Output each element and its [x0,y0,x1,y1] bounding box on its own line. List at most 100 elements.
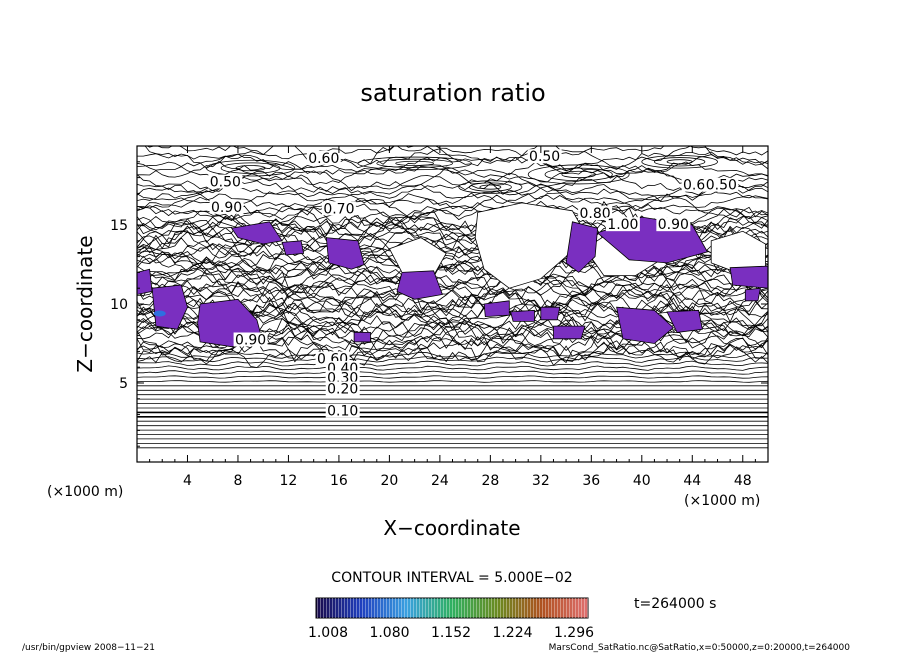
x-tick-label: 32 [532,473,550,489]
clear-region [388,237,447,277]
supersaturation-fill [353,332,371,343]
x-tick-label: 16 [330,473,348,489]
colorbar-tick-label: 1.152 [431,625,471,641]
contour-line [137,370,768,375]
contour-label-bg [605,217,640,232]
supersaturation-fill [325,237,365,270]
contour-loop [666,159,693,165]
contour-line [137,360,768,367]
contour-line [137,263,768,297]
x-unit-right: (×1000 m) [684,493,760,509]
contour-label: 0.50 [529,149,560,165]
supersaturation-fill [483,300,510,318]
clear-region [474,202,586,289]
contour-line [137,262,768,288]
contour-label-bg [656,217,691,232]
supersaturation-fill [281,240,305,256]
colorbar-tick-label: 1.008 [308,625,348,641]
contour-loop [641,155,718,169]
supersaturation-peak [153,310,166,317]
supersaturation-fill [151,284,188,330]
x-tick-label: 40 [633,473,651,489]
contour-line [137,342,768,368]
supersaturation-fill [729,265,768,289]
x-tick-label: 36 [582,473,600,489]
contour-interval-text: CONTOUR INTERVAL = 5.000E−02 [331,570,572,586]
supersaturation-fill [616,306,675,344]
y-tick-label: 10 [110,297,128,313]
contour-line [146,146,768,160]
x-tick-label: 4 [183,473,192,489]
x-tick-label: 48 [734,473,752,489]
contour-label: 0.50 [210,175,241,191]
colorbar-tick-label: 1.224 [492,625,532,641]
supersaturation-fill [666,309,703,333]
contour-loop [206,159,296,177]
contour-line [137,380,768,383]
colorbar-stripes [316,598,588,618]
contour-line [137,254,768,279]
chart-title: saturation ratio [360,79,545,107]
contour-loop [376,158,453,168]
y-tick-label: 15 [110,218,128,234]
contour-line [137,375,768,379]
supersaturation-fill [540,306,561,321]
contour-label-bg [325,403,360,418]
contour-label-bg [325,370,360,385]
contour-label: 0.20 [327,381,358,397]
contour-label-bg [233,332,268,347]
contour-loop [654,157,706,167]
colorbar-tick-labels: 1.008 1.080 1.152 1.224 1.296 [308,625,594,641]
contour-line [137,265,768,290]
contour-label: 0.60 [308,151,339,167]
contour-loop [468,182,512,192]
contour-label: 0.10 [327,404,358,420]
contour-label: 0.80 [580,206,611,222]
y-tick-label: 5 [119,376,128,392]
contour-lines [137,146,768,449]
contour-label: 0.90 [235,333,266,349]
x-tick-label: 28 [481,473,499,489]
contour-loop [458,180,523,194]
contour-label: 1.00 [607,217,638,233]
contour-line [137,274,768,298]
y-axis-ticks: 5 10 15 [110,161,768,447]
supersaturation-fill [137,268,153,295]
supersaturation-fill [744,287,761,302]
contour-loop [395,160,434,166]
contour-line [137,257,768,285]
x-axis-ticks: 4 8 12 16 20 24 28 32 36 40 44 48 [149,146,756,489]
colorbar-tick-label: 1.080 [369,625,409,641]
plot-area: 0.60 0.500.50 0.600.500.90 0.70 0.801.00 0.90… [136,145,769,463]
x-unit-left: (×1000 m) [47,484,123,500]
contour-label: 0.90 [211,200,242,216]
x-tick-label: 12 [280,473,298,489]
contour-label-bg [578,206,613,221]
colorbar-tick-label: 1.296 [554,625,594,641]
contour-line [137,351,768,359]
supersaturation-fill [553,325,586,340]
contour-line [137,280,768,304]
contour-line [137,149,768,171]
y-axis-label: Z−coordinate [73,235,97,372]
contour-line [137,365,768,371]
contour-line [137,355,768,363]
contour-loop [561,170,596,178]
contour-loop [544,167,613,182]
contour-line [137,289,768,318]
contour-line [137,330,768,365]
contour-line [137,280,768,314]
footer-source: MarsCond_SatRatio.nc@SatRatio,x=0:50000,… [549,643,851,653]
supersaturation-fill [565,221,599,273]
supersaturation-fill [396,270,443,300]
contour-label-bg [704,177,739,192]
contour-loop [235,165,266,172]
contour-label: 0.50 [706,178,737,194]
contour-labels: 0.60 0.500.50 0.600.500.90 0.70 0.801.00 0.90… [208,149,739,420]
supersaturation-fill [510,309,535,322]
footer-program: /usr/bin/gpview 2008−11−21 [22,643,155,653]
contour-loop [357,156,472,171]
x-tick-label: 20 [380,473,398,489]
supersaturation-fill [230,221,283,245]
contour-loop [220,162,281,174]
